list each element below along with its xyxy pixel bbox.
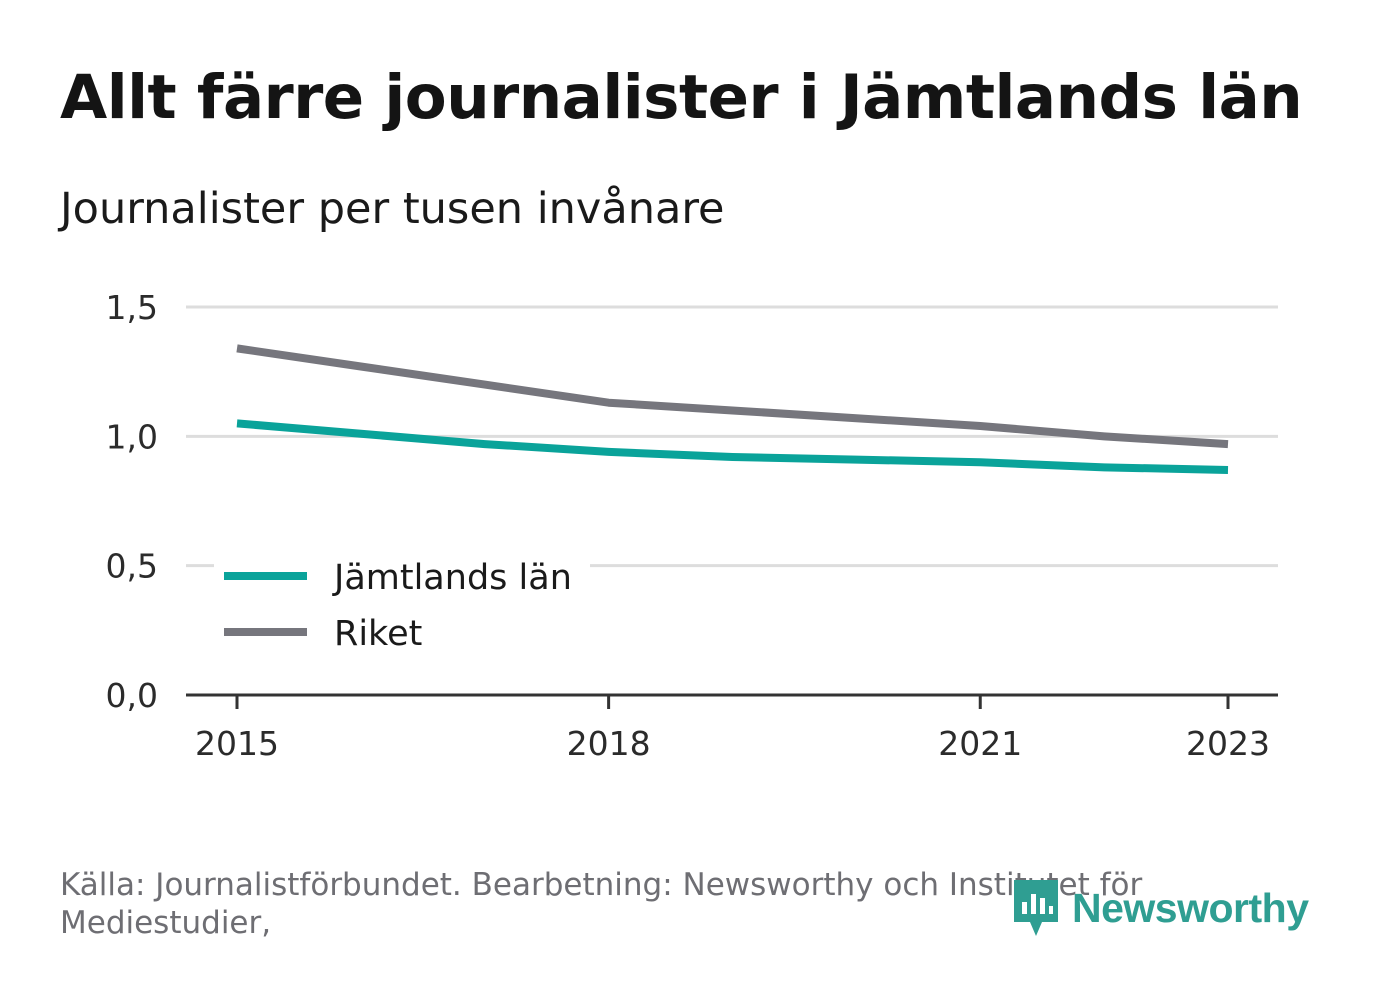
x-tick-label: 2018 xyxy=(567,724,651,763)
x-tick-label: 2021 xyxy=(938,724,1022,763)
chart-title: Allt färre journalister i Jämtlands län xyxy=(60,62,1303,133)
brand-logo: Newsworthy xyxy=(1010,878,1309,938)
brand-name: Newsworthy xyxy=(1072,884,1309,931)
y-axis-labels: 0,0 0,5 1,0 1,5 xyxy=(106,288,158,715)
legend-background xyxy=(214,548,590,666)
y-tick-label: 1,5 xyxy=(106,288,158,327)
x-axis: 2015 2018 2021 2023 xyxy=(186,693,1278,763)
x-tick-label: 2023 xyxy=(1186,724,1270,763)
series-line-j-mtlands-l-n xyxy=(236,419,1229,474)
newsworthy-logo-icon xyxy=(1014,880,1058,936)
series-lines xyxy=(236,344,1229,474)
y-tick-label: 1,0 xyxy=(106,417,158,456)
y-tick-label: 0,5 xyxy=(106,547,158,586)
legend-label: Jämtlands län xyxy=(332,558,572,598)
x-tick-label: 2015 xyxy=(195,724,279,763)
legend-label: Riket xyxy=(334,614,422,654)
legend: Jämtlands län Riket xyxy=(214,548,590,666)
y-tick-label: 0,0 xyxy=(106,676,158,715)
series-line-riket xyxy=(236,344,1229,449)
source-note: Källa: Journalistförbundet. Bearbetning:… xyxy=(60,867,1143,941)
chart-subtitle: Journalister per tusen invånare xyxy=(60,184,725,234)
